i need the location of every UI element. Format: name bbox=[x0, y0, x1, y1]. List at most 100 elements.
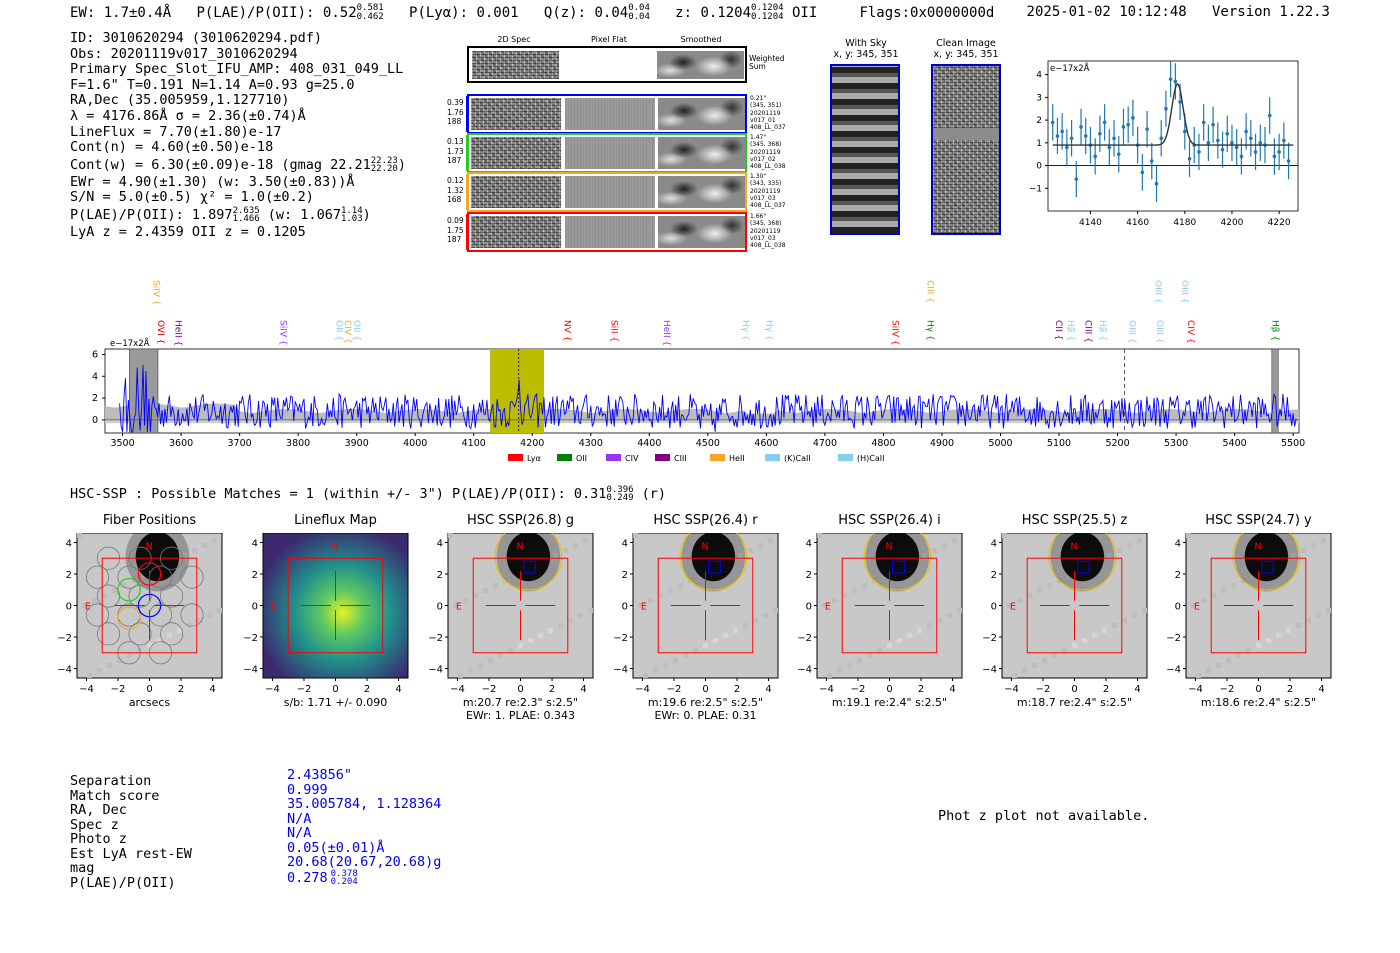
panel-ytick-label: 2 bbox=[622, 570, 628, 581]
panel-caption-1: m:19.1 re:2.4" s:2.5" bbox=[831, 696, 948, 709]
panel-xtick-label: −2 bbox=[482, 684, 497, 695]
zoom-point bbox=[1083, 134, 1088, 138]
panel-xtick-label: 4 bbox=[1134, 684, 1140, 695]
east-label: E bbox=[271, 602, 277, 613]
panel-ytick-label: −4 bbox=[797, 665, 812, 676]
zoom-ytick-label: 4 bbox=[1036, 71, 1042, 81]
panel-xtick-label: −2 bbox=[1220, 684, 1235, 695]
panel-noise-pixel bbox=[1092, 633, 1097, 638]
panel-xtick-label: −4 bbox=[79, 684, 94, 695]
panel-xtick-label: −2 bbox=[667, 684, 682, 695]
panel-noise-pixel bbox=[588, 608, 593, 613]
panel-noise-pixel bbox=[817, 533, 822, 538]
panel-noise-pixel bbox=[558, 623, 563, 628]
spectrum-ytick-label: 4 bbox=[92, 371, 98, 382]
info-ewr: EWr = 4.90(±1.30) (w: 3.50(±0.83))Å bbox=[70, 173, 355, 190]
spectrum-line-label: Hγ { bbox=[924, 320, 934, 341]
legend-label: HeII bbox=[729, 454, 745, 463]
cutout-label-r2: (343, 335) bbox=[750, 180, 782, 188]
source-halo bbox=[865, 533, 930, 592]
panel-noise-pixel bbox=[563, 548, 568, 553]
cutout-row-marker bbox=[466, 174, 469, 210]
north-label: N bbox=[1071, 542, 1078, 553]
panel-ytick-label: −2 bbox=[57, 633, 72, 644]
zoom-point bbox=[1272, 154, 1277, 159]
panel-ytick-label: −4 bbox=[243, 665, 258, 676]
zoom-xtick-label: 4140 bbox=[1079, 218, 1102, 228]
panel-noise-pixel bbox=[1266, 638, 1271, 643]
north-label: N bbox=[146, 542, 153, 553]
info-contn: Cont(n) = 4.60(±0.50)e-18 bbox=[70, 139, 274, 156]
cutout-label-l3: 187 bbox=[447, 235, 462, 244]
zoom-point bbox=[1159, 136, 1164, 141]
panel-noise-pixel bbox=[822, 603, 827, 608]
panel-noise-pixel bbox=[768, 538, 773, 543]
info-contw-end: ) bbox=[397, 156, 406, 173]
panel-ytick-label: −2 bbox=[428, 633, 443, 644]
spectrum-ytick-label: 2 bbox=[92, 393, 98, 404]
north-label: N bbox=[702, 542, 709, 553]
panel-ytick-label: −4 bbox=[613, 665, 628, 676]
cutout-label-r3: 20201119 bbox=[750, 109, 781, 117]
cutout-label-l1: 0.12 bbox=[447, 176, 464, 185]
fiber-circle bbox=[160, 622, 184, 646]
panel-noise-pixel bbox=[1256, 643, 1261, 648]
panel-noise-pixel bbox=[1316, 613, 1321, 618]
spectrum-xtick-label: 3700 bbox=[228, 438, 252, 449]
spectrum-line-highlight bbox=[490, 349, 544, 433]
panel-ytick-label: 4 bbox=[991, 538, 997, 549]
east-label: E bbox=[825, 602, 831, 613]
panel-ytick-label: 4 bbox=[437, 538, 443, 549]
panel-background bbox=[262, 533, 409, 679]
panel-noise-pixel bbox=[1326, 608, 1331, 613]
cutout-row-3 bbox=[467, 172, 747, 212]
east-label: E bbox=[85, 602, 91, 613]
east-label: E bbox=[456, 602, 462, 613]
panel-ytick-label: 4 bbox=[252, 538, 258, 549]
panel-title: HSC SSP(25.5) z bbox=[1021, 513, 1128, 528]
spectrum-low-band bbox=[105, 419, 1299, 424]
cutout-label-r2: (345, 368) bbox=[750, 220, 782, 228]
zoom-xtick-label: 4180 bbox=[1173, 218, 1196, 228]
spectrum-xtick-label: 4700 bbox=[813, 438, 837, 449]
info-lyaz: LyA z = 2.4359 OII z = 0.1205 bbox=[70, 223, 306, 240]
panel-noise-pixel bbox=[1007, 603, 1012, 608]
zoom-point bbox=[1182, 129, 1187, 134]
panel-noise-pixel bbox=[548, 628, 553, 633]
spectrum-xtick-label: 4000 bbox=[403, 438, 427, 449]
search-box bbox=[287, 557, 384, 654]
cutout-pixelflat bbox=[565, 176, 655, 208]
zoom-plot-frame bbox=[1047, 60, 1299, 212]
match-value: 35.005784, 1.128364 bbox=[287, 796, 442, 812]
cutout-pixelflat bbox=[565, 216, 655, 248]
cutout-smoothed bbox=[658, 137, 745, 169]
legend-swatch bbox=[710, 454, 725, 461]
zoom-point bbox=[1131, 116, 1135, 120]
panel-xtick-label: 2 bbox=[549, 684, 555, 695]
panel-ytick-label: 2 bbox=[252, 570, 258, 581]
panel-title: HSC SSP(26.4) r bbox=[653, 513, 758, 528]
match-label: Match score bbox=[70, 787, 160, 804]
panel-noise-pixel bbox=[837, 668, 842, 673]
match-label: RA, Dec bbox=[70, 802, 127, 818]
panel-noise-pixel bbox=[743, 623, 748, 628]
cutout-row-right-labels: 1.47" (345, 368) 20201119 v017_02 408_LL_038 bbox=[750, 134, 786, 170]
clean-image-title: Clean Image x, y: 345, 351 bbox=[926, 38, 1006, 60]
with-sky-xy: x, y: 345, 351 bbox=[833, 49, 899, 60]
sum-label: Sum bbox=[749, 62, 766, 71]
clean-image-xy: x, y: 345, 351 bbox=[933, 49, 999, 60]
panel-ytick-label: 0 bbox=[1175, 602, 1181, 613]
zoom-point bbox=[1168, 77, 1173, 81]
panel-noise-pixel bbox=[887, 643, 892, 648]
east-label: E bbox=[1194, 602, 1200, 613]
info-contw-lo: 22.20 bbox=[370, 163, 398, 174]
cutout-label-r5: 408_LL_038 bbox=[750, 163, 786, 171]
cutout-label-r5: 408_LL_037 bbox=[750, 124, 786, 132]
panel-ytick-label: −4 bbox=[982, 665, 997, 676]
cutout-row-marker bbox=[466, 135, 469, 171]
header-version: Version 1.22.3 bbox=[1211, 4, 1330, 20]
spectrum-line-label: CIV { bbox=[1185, 320, 1195, 344]
panel-noise-pixel bbox=[952, 538, 957, 543]
zoom-point bbox=[1126, 122, 1130, 127]
panel-xtick-label: 4 bbox=[580, 684, 586, 695]
